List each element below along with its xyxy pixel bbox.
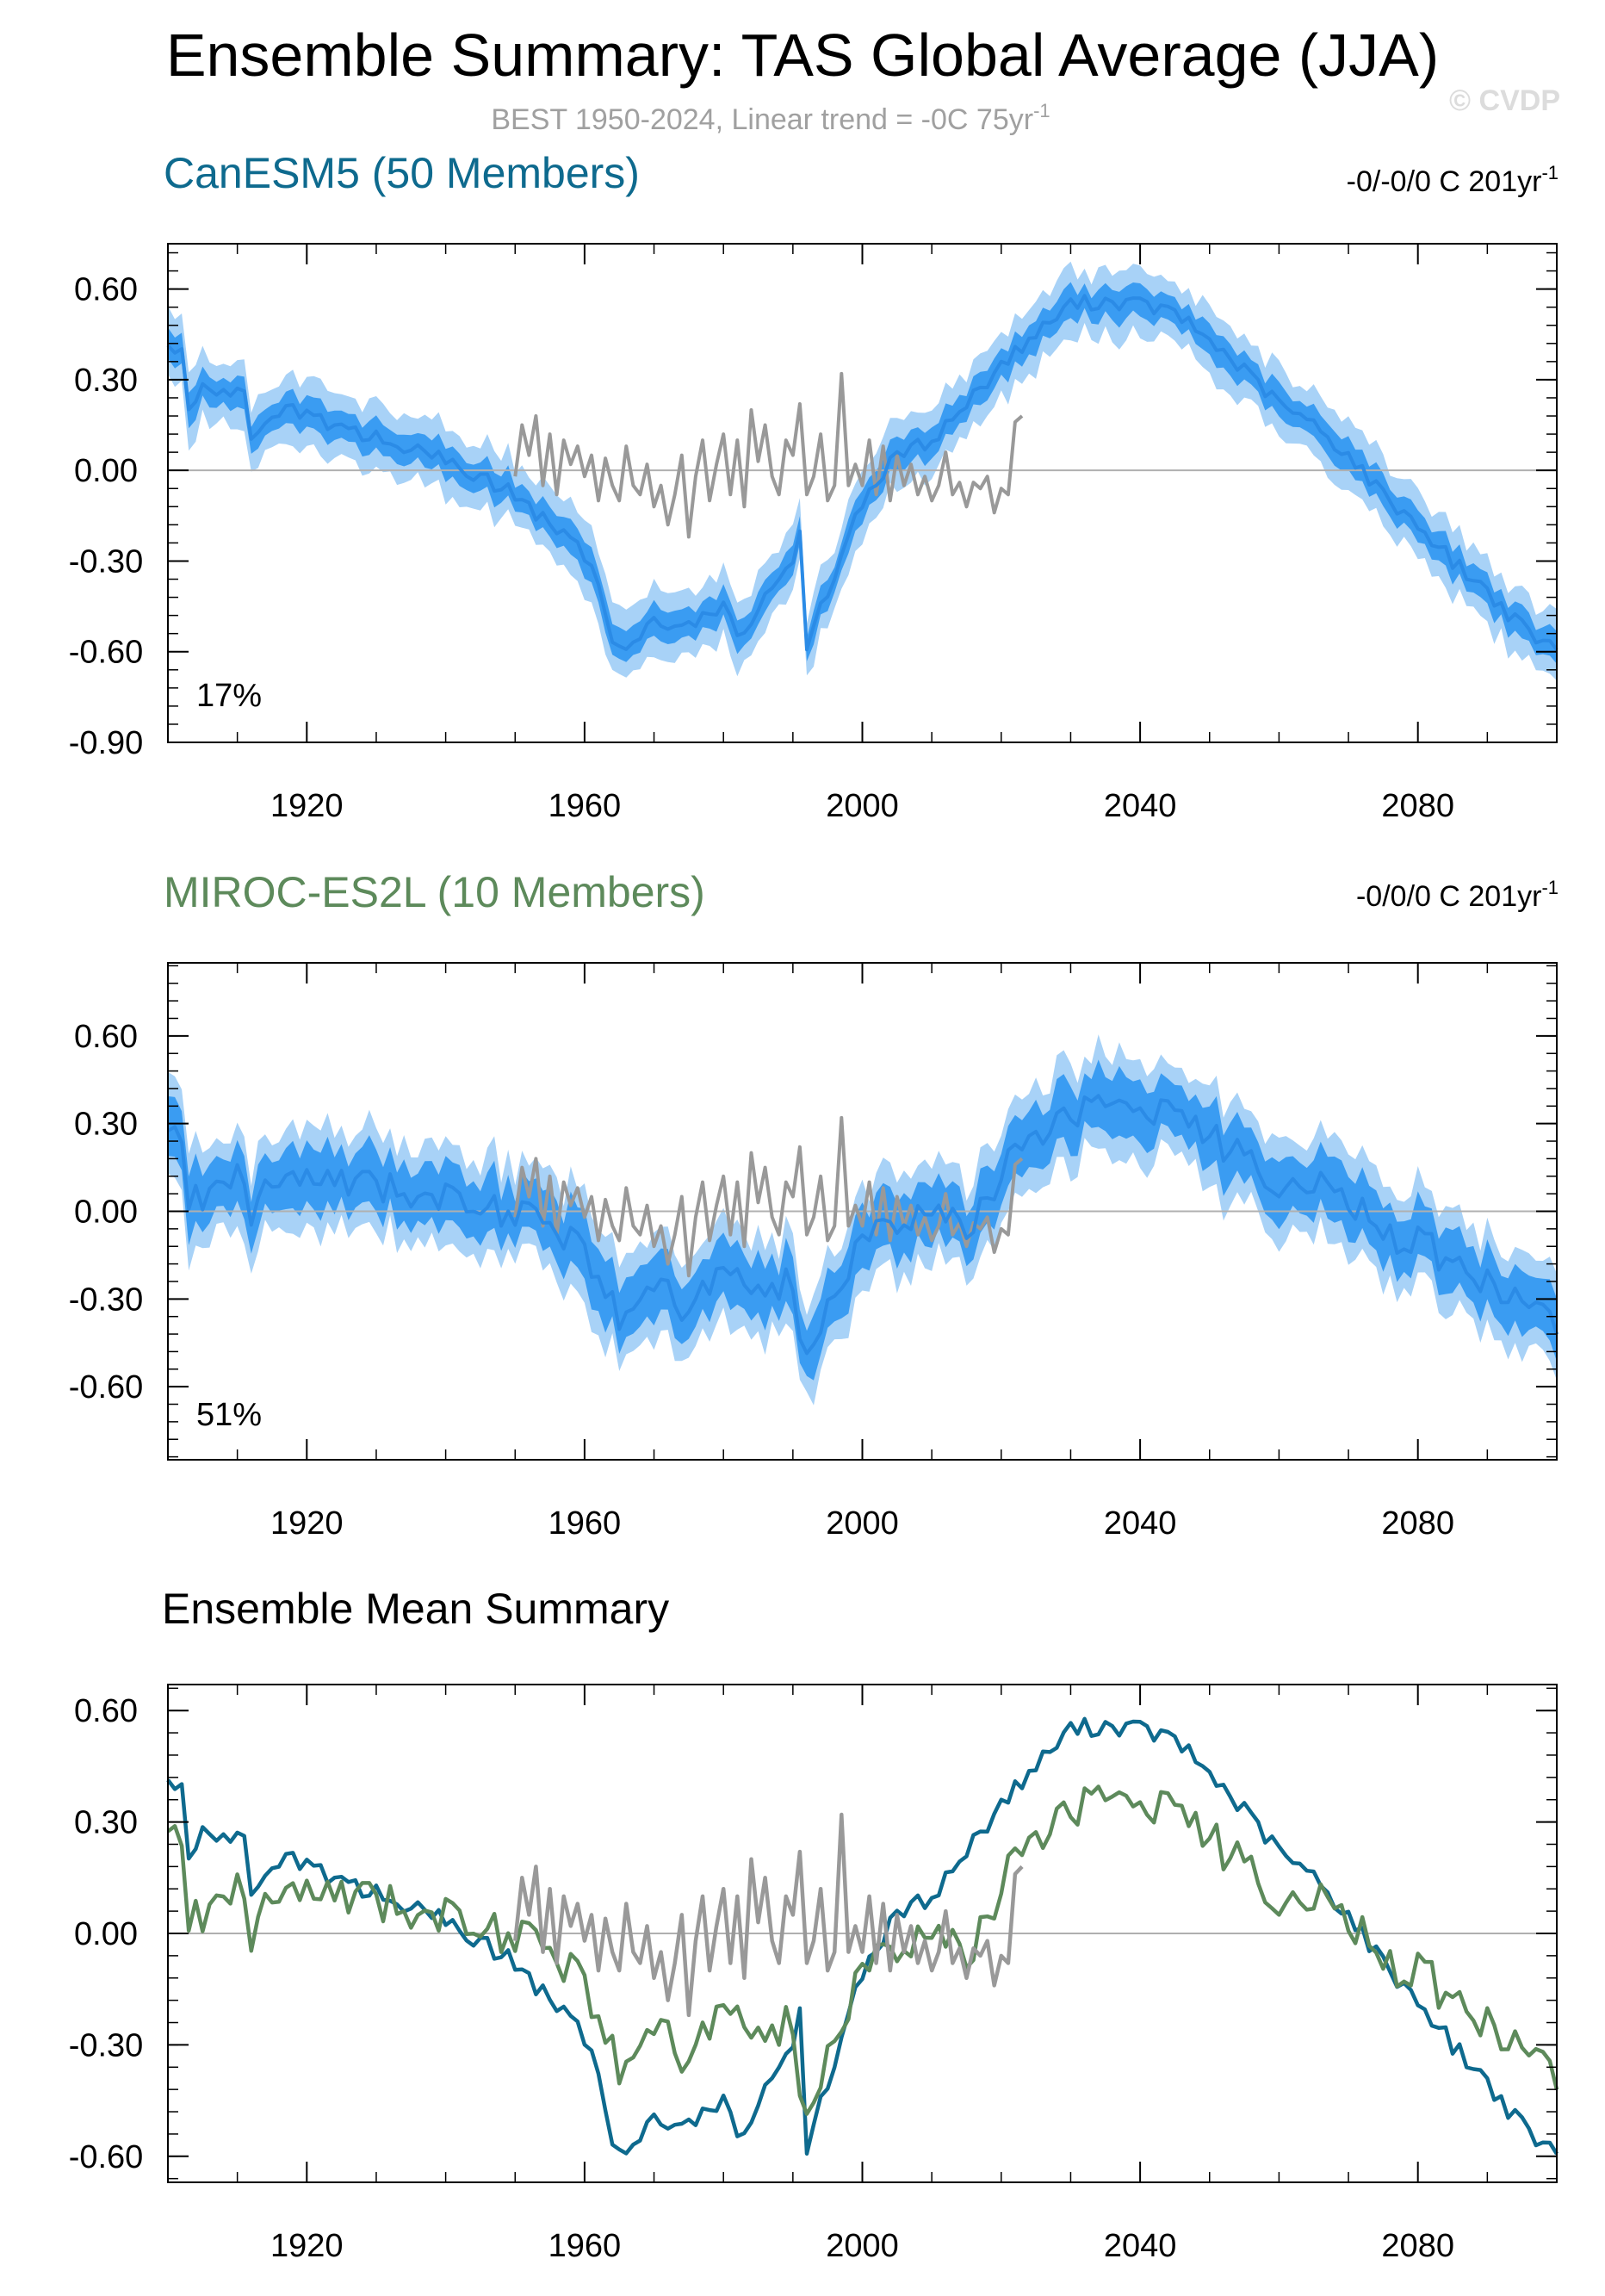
axes-frame-miroc — [167, 962, 1558, 1461]
y-tick-label: 0.00 — [74, 1916, 138, 1952]
page-subtitle: BEST 1950-2024, Linear trend = -0C 75yr-… — [491, 100, 1050, 136]
y-tick-label: 0.30 — [74, 1107, 138, 1143]
x-tick-label: 2000 — [826, 1505, 899, 1542]
observations-line-canesm5 — [513, 371, 1024, 539]
y-tick-label: 0.00 — [74, 1195, 138, 1231]
y-tick-label: -0.90 — [69, 725, 144, 761]
trend-sup-canesm5: -1 — [1541, 162, 1559, 183]
x-tick-label: 1920 — [270, 788, 344, 824]
trend-label-miroc: -0/0/0 C 201yr-1 — [1356, 877, 1559, 913]
x-tick-label: 2000 — [826, 2228, 899, 2264]
panel-title-canesm5: CanESM5 (50 Members) — [164, 149, 640, 197]
x-tick-label: 1960 — [548, 788, 622, 824]
panel-title-ensemble-mean: Ensemble Mean Summary — [162, 1585, 669, 1633]
x-tick-label: 2000 — [826, 788, 899, 824]
ensemble-mean-line-canesm5 — [166, 294, 1559, 652]
page-title: Ensemble Summary: TAS Global Average (JJ… — [166, 22, 1439, 89]
x-tick-label: 2040 — [1104, 788, 1177, 824]
y-tick-label: 0.30 — [74, 363, 138, 399]
trend-text-canesm5: -0/-0/0 C 201yr — [1347, 165, 1542, 198]
y-tick-label: 0.30 — [74, 1805, 138, 1841]
x-tick-label: 1960 — [548, 2228, 622, 2264]
percent-label-miroc: 51% — [196, 1397, 262, 1433]
y-tick-label: 0.60 — [74, 1019, 138, 1055]
y-tick-label: 0.00 — [74, 453, 138, 489]
x-tick-label: 1920 — [270, 2228, 344, 2264]
y-tick-label: -0.60 — [69, 635, 144, 671]
series-lines-canesm5 — [166, 294, 1559, 652]
ensemble-mean-line-miroc — [166, 1094, 1559, 1356]
y-tick-label: -0.60 — [69, 2139, 144, 2175]
x-tick-label: 2080 — [1381, 788, 1454, 824]
y-tick-label: 0.60 — [74, 272, 138, 308]
x-tick-label: 1960 — [548, 1505, 622, 1542]
tick-labels-ensemble-mean: 0.60 0.30 0.00 -0.30 -0.60 1920 1960 2000 2040 20… — [69, 1693, 1454, 2264]
y-tick-label: -0.30 — [69, 1281, 144, 1318]
x-tick-label: 1920 — [270, 1505, 344, 1542]
tick-labels-miroc: 0.60 0.30 0.00 -0.30 -0.60 1920 1960 2000 2040 20… — [69, 1019, 1454, 1542]
trend-sup-miroc: -1 — [1541, 877, 1559, 898]
trend-label-canesm5: -0/-0/0 C 201yr-1 — [1347, 162, 1559, 198]
inner-range-band-canesm5 — [168, 282, 1557, 664]
tick-labels-canesm5: 0.60 0.30 0.00 -0.30 -0.60 -0.90 1920 1960 2000 2… — [69, 272, 1454, 824]
percent-label-canesm5: 17% — [196, 678, 262, 714]
panel-title-miroc: MIROC-ES2L (10 Members) — [164, 868, 705, 916]
x-tick-label: 2040 — [1104, 1505, 1177, 1542]
panel-ensemble-mean: Ensemble Mean Summary 0.60 0.30 0.00 -0.30 -… — [69, 1585, 1559, 2264]
series-line-canesm5 — [166, 1716, 1559, 2156]
trend-text-miroc: -0/0/0 C 201yr — [1356, 880, 1541, 913]
copyright-watermark: © CVDP — [1449, 84, 1560, 117]
panel-canesm5: CanESM5 (50 Members) -0/-0/0 C 201yr-1 0… — [69, 149, 1559, 824]
x-tick-label: 2040 — [1104, 2228, 1177, 2264]
x-tick-label: 2080 — [1381, 1505, 1454, 1542]
y-tick-label: 0.60 — [74, 1693, 138, 1729]
y-tick-label: -0.60 — [69, 1369, 144, 1406]
series-lines-miroc — [166, 1094, 1559, 1356]
page-subtitle-text: BEST 1950-2024, Linear trend = -0C 75yr — [491, 103, 1033, 136]
y-tick-label: -0.30 — [69, 543, 144, 580]
page-subtitle-sup: -1 — [1033, 100, 1050, 121]
axes-frame-canesm5 — [167, 243, 1558, 743]
panel-miroc: MIROC-ES2L (10 Members) -0/0/0 C 201yr-1… — [69, 868, 1559, 1542]
axes-frame-ensemble-mean — [167, 1684, 1558, 2183]
series-lines-ensemble-mean — [166, 1716, 1559, 2156]
observations-line-miroc — [513, 1115, 1024, 1278]
y-tick-label: -0.30 — [69, 2027, 144, 2063]
series-line-miroc-es2l — [166, 1784, 1559, 2116]
x-tick-label: 2080 — [1381, 2228, 1454, 2264]
series-line-best — [513, 1812, 1024, 2018]
